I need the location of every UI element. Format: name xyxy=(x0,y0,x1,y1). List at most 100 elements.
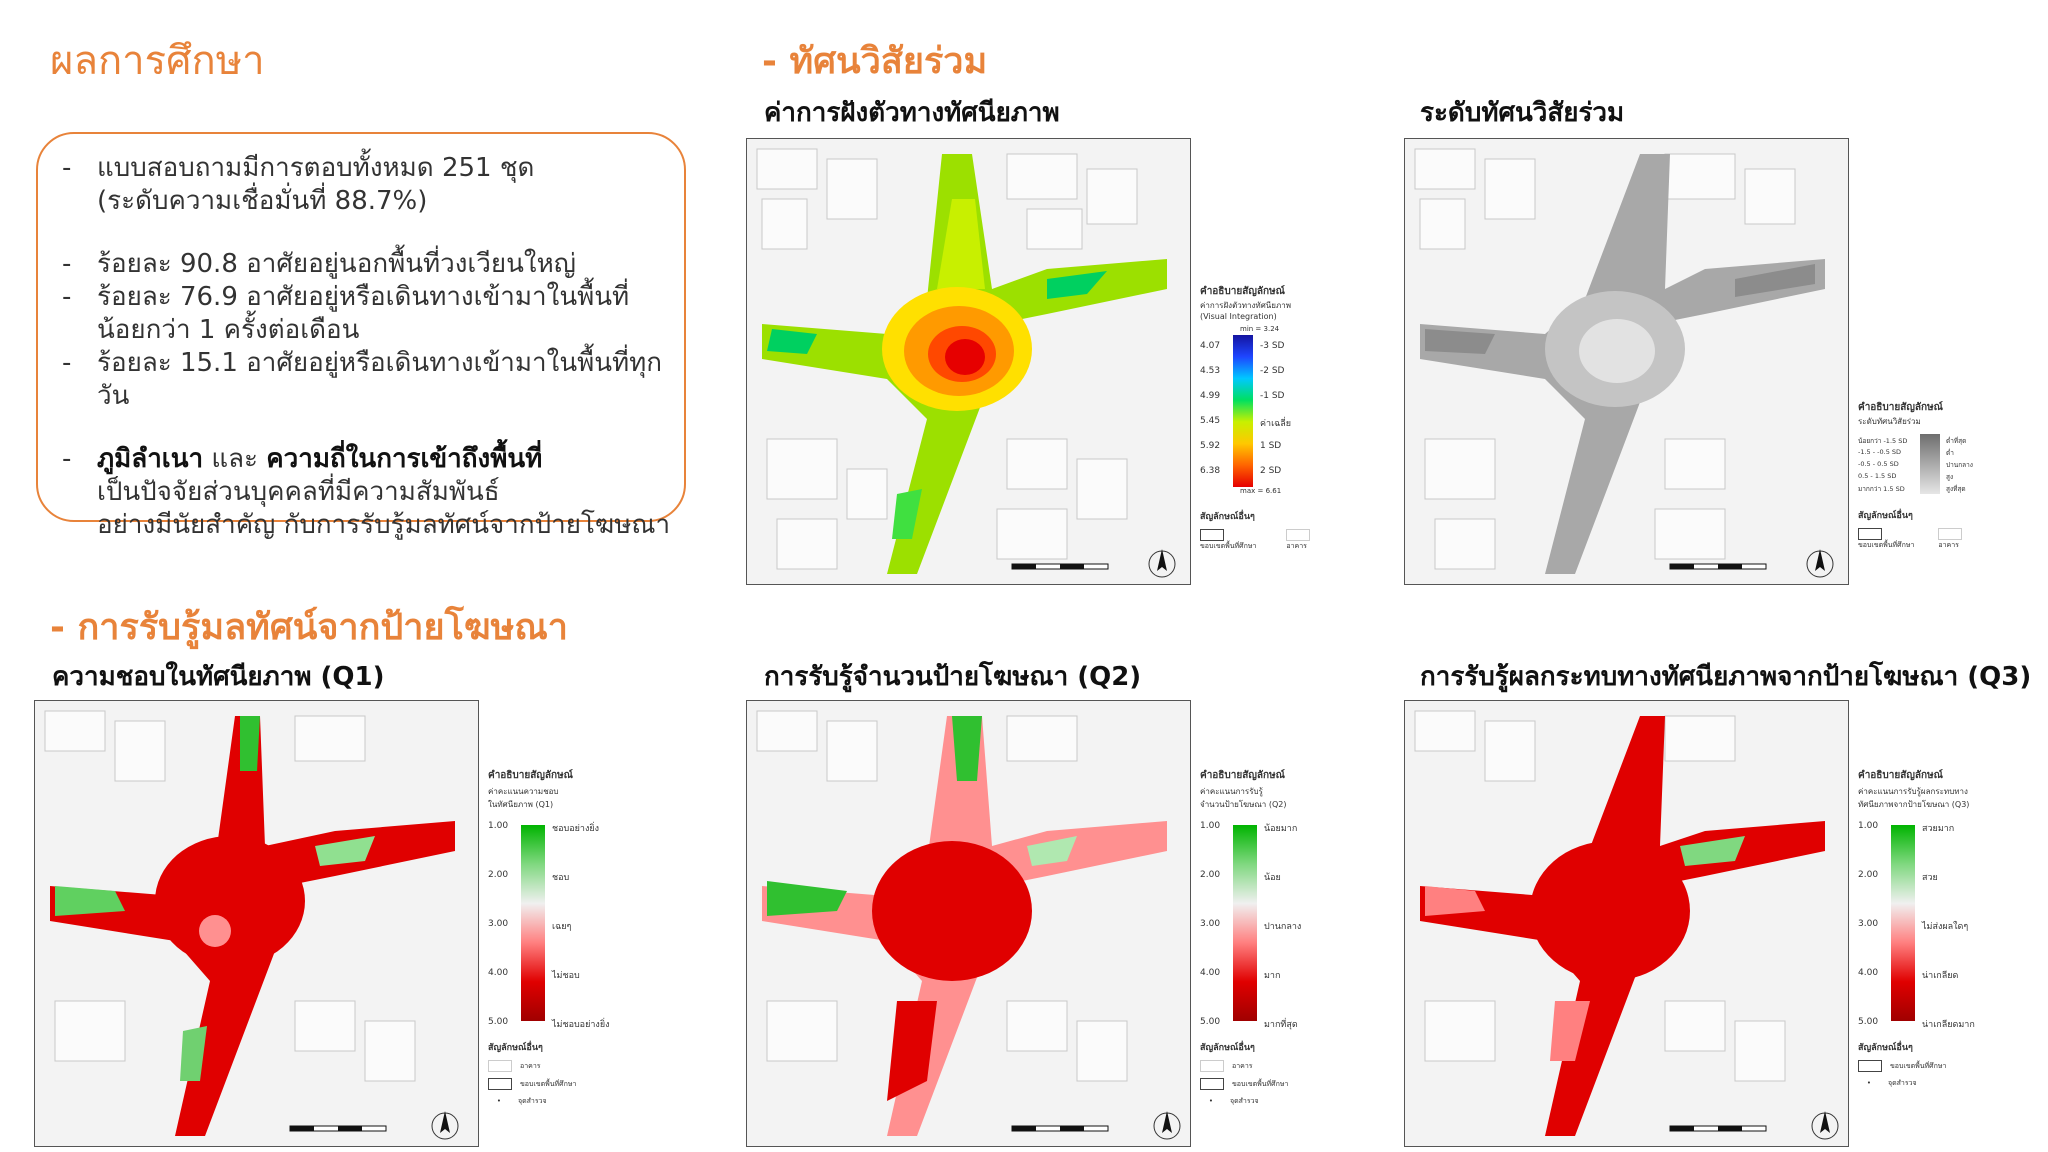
page-title: ผลการศึกษา xyxy=(50,38,265,84)
legend-building: อาคาร xyxy=(1200,1060,1330,1072)
integration-road-network xyxy=(762,154,1167,574)
building-footprints xyxy=(756,710,1128,1082)
legend-value: 5.00 xyxy=(1858,1017,1879,1027)
legend-label: -3 SD xyxy=(1260,341,1285,351)
legend-label: ชอบอย่างยิ่ง xyxy=(552,824,600,834)
summary-conclusion: ภูมิลำเนา และ ความถี่ในการเข้าถึงพื้นที่… xyxy=(62,443,674,542)
legend-subtitle: ค่าคะแนนการรับรู้ผลกระทบทาง xyxy=(1858,787,1968,796)
scale-bar xyxy=(1669,1125,1767,1132)
legend-label: สูงที่สุด xyxy=(1946,485,1966,493)
legend-subtitle: ค่าคะแนนความชอบ xyxy=(488,787,559,796)
map-title-q3: การรับรู้ผลกระทบทางทัศนียภาพจากป้ายโฆษณา… xyxy=(1420,662,2032,692)
legend-heading: คำอธิบายสัญลักษณ์ xyxy=(1200,770,1285,781)
legend-subtitle: ค่าการฝังตัวทางทัศนียภาพ xyxy=(1200,301,1291,310)
legend-value: 4.00 xyxy=(1858,968,1879,978)
north-arrow-icon xyxy=(1148,549,1176,578)
legend-range: น้อยกว่า -1.5 SD xyxy=(1858,437,1908,445)
building-footprints xyxy=(1414,148,1796,570)
scale-bar xyxy=(1011,563,1109,570)
legend-label: 2 SD xyxy=(1260,466,1282,476)
scale-bar xyxy=(1011,1125,1109,1132)
legend-building: อาคาร xyxy=(1938,528,1963,551)
legend-label: ปานกลาง xyxy=(1264,922,1302,932)
section-title-perception: - การรับรู้มลทัศน์จากป้ายโฆษณา xyxy=(50,607,568,648)
legend-label: ปานกลาง xyxy=(1946,461,1973,469)
legend-value: 5.00 xyxy=(488,1017,509,1027)
q1-map-canvas xyxy=(35,701,478,1146)
legend-others-heading: สัญลักษณ์อื่นๆ xyxy=(1200,1043,1255,1053)
legend-max: max = 6.61 xyxy=(1240,487,1282,495)
q1-color-ramp xyxy=(521,825,545,1021)
legend-range: 0.5 - 1.5 SD xyxy=(1858,472,1897,480)
legend-label: น้อย xyxy=(1264,873,1281,883)
summary-item: ร้อยละ 76.9 อาศัยอยู่หรือเดินทางเข้ามาใน… xyxy=(62,281,674,347)
legend-label: -1 SD xyxy=(1260,391,1285,401)
building-footprints xyxy=(44,710,416,1082)
legend-others-heading: สัญลักษณ์อื่นๆ xyxy=(1858,1043,1913,1053)
legend-value: 5.92 xyxy=(1200,441,1221,451)
legend-subtitle: ค่าคะแนนการรับรู้ xyxy=(1200,787,1263,796)
legend-heading: คำอธิบายสัญลักษณ์ xyxy=(488,770,573,781)
legend-label: 1 SD xyxy=(1260,441,1282,451)
q3-legend: คำอธิบายสัญลักษณ์ ค่าคะแนนการรับรู้ผลกระ… xyxy=(1858,768,1988,1138)
legend-label: ไม่ชอบ xyxy=(552,971,580,981)
legend-heading: คำอธิบายสัญลักษณ์ xyxy=(1858,770,1943,781)
legend-value: 2.00 xyxy=(1858,870,1879,880)
map-title-covisibility: ระดับทัศนวิสัยร่วม xyxy=(1420,98,1625,128)
legend-label: สวย xyxy=(1922,873,1938,883)
legend-value: 5.00 xyxy=(1200,1017,1221,1027)
legend-building: อาคาร xyxy=(488,1060,618,1072)
legend-label: เฉยๆ xyxy=(552,922,572,932)
legend-value: 4.00 xyxy=(488,968,509,978)
legend-label: ไม่ส่งผลใดๆ xyxy=(1922,922,1969,932)
legend-range: -0.5 - 0.5 SD xyxy=(1858,460,1899,468)
north-arrow-icon xyxy=(1811,1111,1839,1140)
legend-min: min = 3.24 xyxy=(1240,325,1280,333)
integration-map-canvas xyxy=(747,139,1190,584)
covisibility-map xyxy=(1404,138,1849,585)
legend-label: มาก xyxy=(1264,971,1281,981)
legend-subtitle: ทัศนียภาพจากป้ายโฆษณา (Q3) xyxy=(1858,800,1970,809)
legend-others-heading: สัญลักษณ์อื่นๆ xyxy=(488,1043,543,1053)
legend-value: 1.00 xyxy=(1858,821,1879,831)
legend-point: • จุดสำรวจ xyxy=(496,1097,547,1105)
legend-heading: คำอธิบายสัญลักษณ์ xyxy=(1200,286,1285,297)
q1-surface xyxy=(50,716,455,1136)
q2-map-canvas xyxy=(747,701,1190,1146)
legend-building: อาคาร xyxy=(1286,529,1311,552)
legend-label: น้อยมาก xyxy=(1264,824,1298,834)
building-footprints xyxy=(1414,710,1786,1082)
covisibility-color-ramp xyxy=(1920,434,1940,494)
legend-value: 3.00 xyxy=(1858,919,1879,929)
covisibility-map-canvas xyxy=(1405,139,1848,584)
covisibility-legend: คำอธิบายสัญลักษณ์ ระดับทัศนวิสัยร่วม น้อ… xyxy=(1858,400,1990,580)
scale-bar xyxy=(289,1125,387,1132)
q2-surface xyxy=(762,716,1167,1136)
legend-value: 6.38 xyxy=(1200,466,1221,476)
q3-map-canvas xyxy=(1405,701,1848,1146)
legend-label: ต่ำ xyxy=(1946,449,1954,457)
covisibility-road-network xyxy=(1420,154,1825,574)
scale-bar xyxy=(1669,563,1767,570)
summary-box: แบบสอบถามมีการตอบทั้งหมด 251 ชุด(ระดับคว… xyxy=(36,132,686,540)
legend-boundary: ขอบเขตพื้นที่ศึกษา xyxy=(1858,1060,1988,1072)
legend-boundary: ขอบเขตพื้นที่ศึกษา xyxy=(1200,529,1256,552)
legend-boundary: ขอบเขตพื้นที่ศึกษา xyxy=(488,1078,618,1090)
summary-item: ร้อยละ 90.8 อาศัยอยู่นอกพื้นที่วงเวียนให… xyxy=(62,248,674,281)
north-arrow-icon xyxy=(1153,1111,1181,1140)
legend-boundary: ขอบเขตพื้นที่ศึกษา xyxy=(1858,528,1914,551)
legend-value: 2.00 xyxy=(1200,870,1221,880)
legend-label: มากที่สุด xyxy=(1264,1020,1298,1030)
building-footprints xyxy=(756,148,1138,570)
legend-others-heading: สัญลักษณ์อื่นๆ xyxy=(1200,512,1255,522)
legend-boundary: ขอบเขตพื้นที่ศึกษา xyxy=(1200,1078,1330,1090)
legend-label: ชอบ xyxy=(552,873,570,883)
legend-heading: คำอธิบายสัญลักษณ์ xyxy=(1858,402,1943,413)
legend-value: 3.00 xyxy=(488,919,509,929)
legend-label: ไม่ชอบอย่างยิ่ง xyxy=(552,1020,610,1030)
legend-range: -1.5 - -0.5 SD xyxy=(1858,448,1902,456)
legend-value: 4.07 xyxy=(1200,341,1221,351)
legend-label: ค่าเฉลี่ย xyxy=(1260,419,1292,429)
north-arrow-icon xyxy=(1806,549,1834,578)
legend-subtitle: ในทัศนียภาพ (Q1) xyxy=(488,800,554,809)
